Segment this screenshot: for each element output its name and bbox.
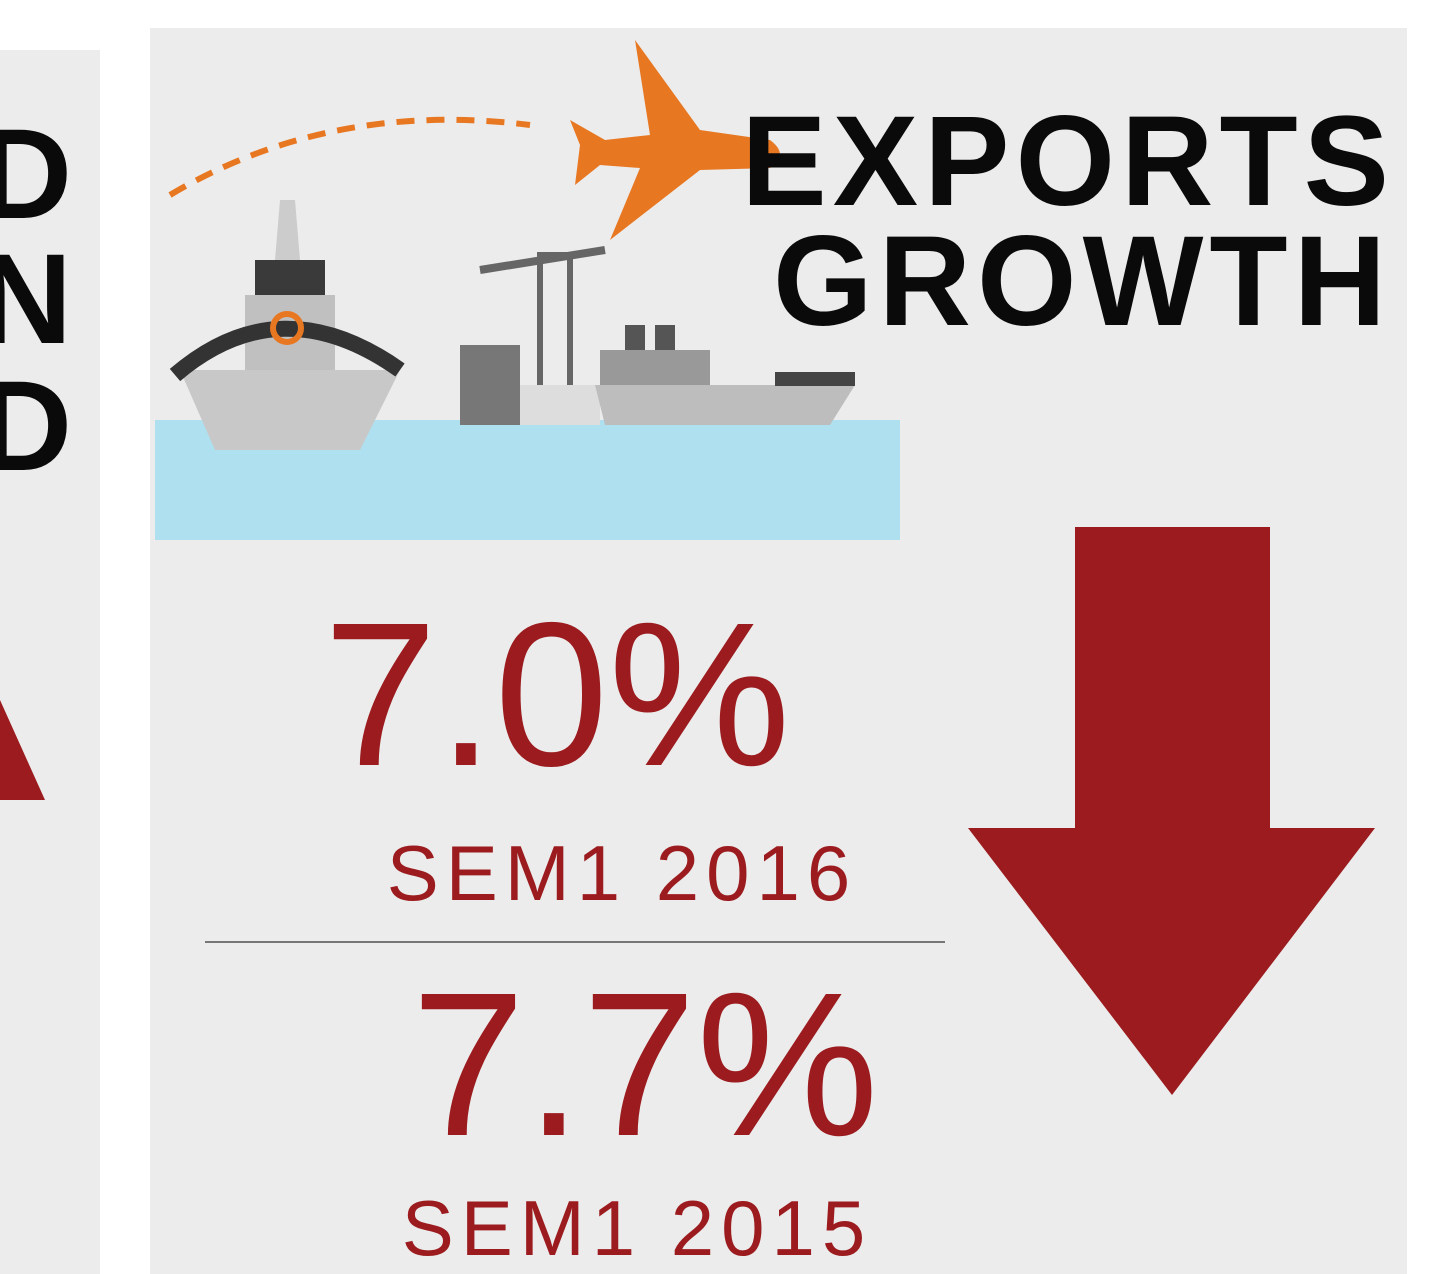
panel-title: GROWTH (773, 210, 1392, 353)
infographic: D N D EXPORTS GROWTH 7.0% SEM1 2016 7.7%… (0, 0, 1441, 1274)
previous-value: 7.7% (411, 950, 878, 1179)
left-title-fragment: D (0, 355, 78, 498)
left-title-fragment: D (0, 103, 78, 246)
previous-period: SEM1 2015 (402, 1184, 873, 1272)
left-title-fragment: N (0, 228, 78, 371)
current-period: SEM1 2016 (387, 829, 858, 917)
current-value: 7.0% (323, 580, 790, 809)
page: D N D EXPORTS GROWTH 7.0% SEM1 2016 7.7%… (0, 0, 1441, 1274)
